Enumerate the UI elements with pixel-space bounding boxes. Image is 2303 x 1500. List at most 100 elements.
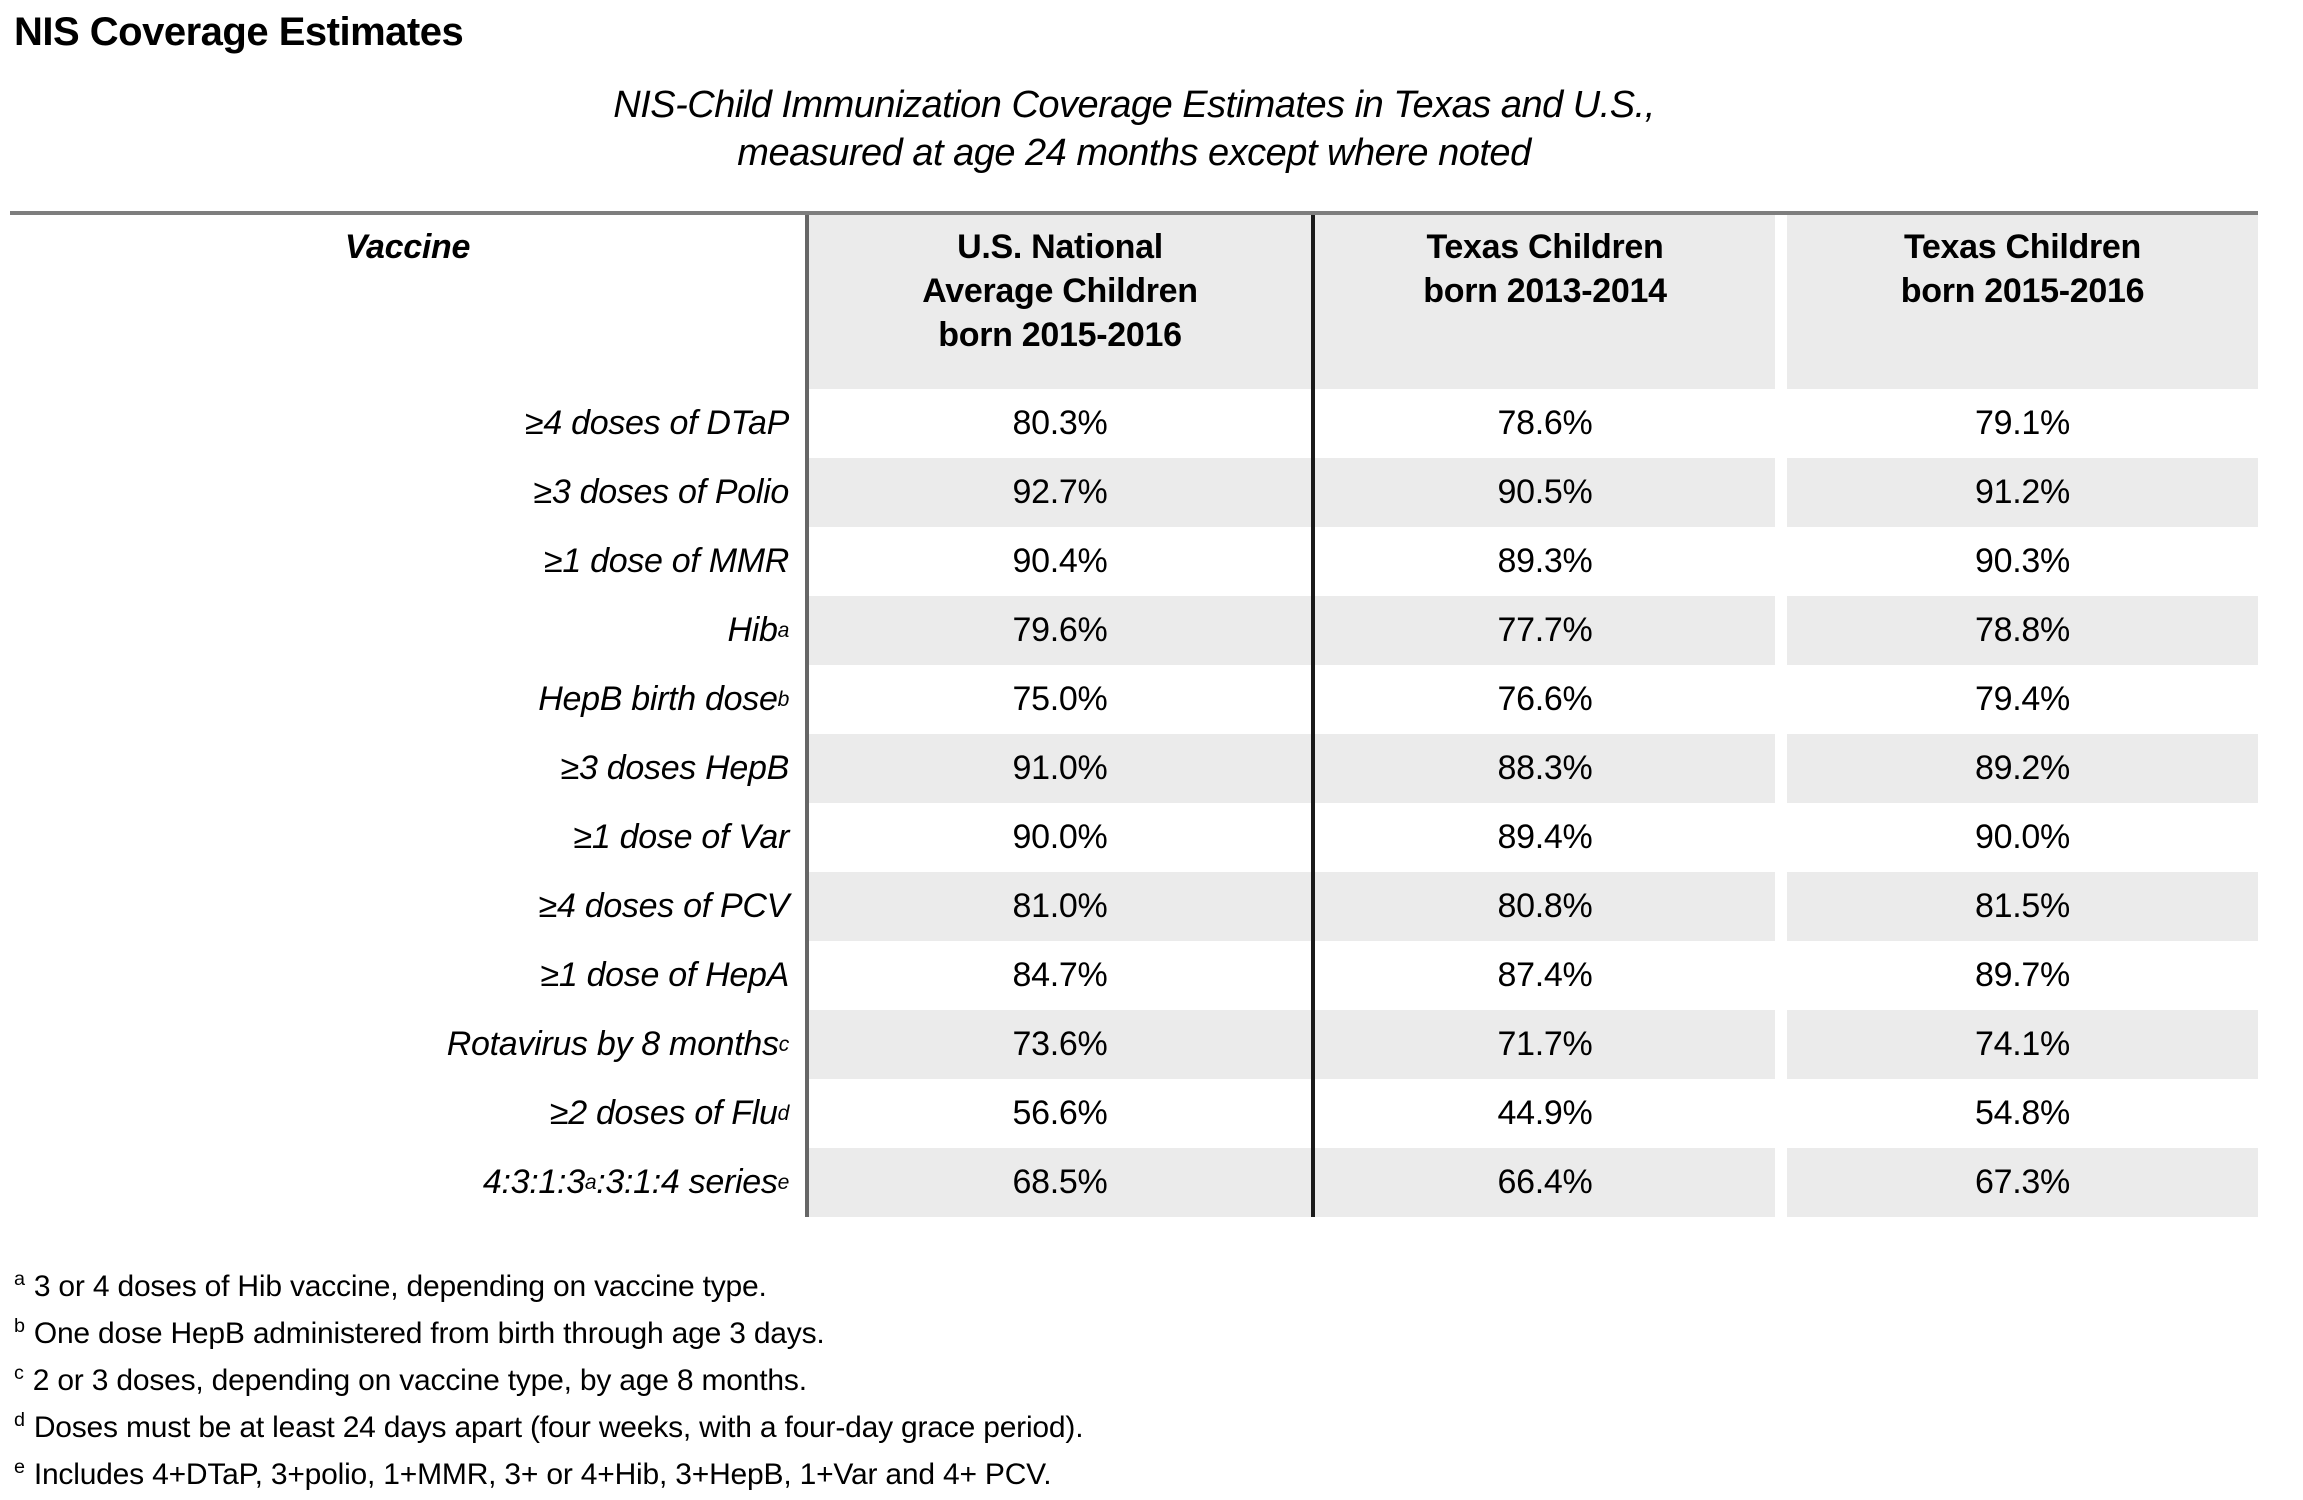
footnote-b: b One dose HepB administered from birth t…	[14, 1310, 2303, 1357]
value-cell-us-national: 73.6%	[805, 1010, 1311, 1079]
value-cell-us-national: 92.7%	[805, 458, 1311, 527]
vaccine-label-cell: Hib a	[10, 596, 805, 665]
column-header-line: U.S. National	[957, 228, 1163, 266]
vaccine-label-cell: ≥1 dose of HepA	[10, 941, 805, 1010]
value-cell-us-national: 68.5%	[805, 1148, 1311, 1217]
column-header-line: Vaccine	[344, 228, 471, 266]
column-gap	[1775, 803, 1787, 872]
footnote-text: Doses must be at least 24 days apart (fo…	[33, 1411, 1084, 1444]
value-cell-texas-2015-2016: 79.1%	[1975, 404, 2070, 442]
table-caption-line-2: measured at age 24 months except where n…	[737, 132, 1531, 174]
column-header-us-national-2015-2016: U.S. National Average Children born 2015-2…	[805, 215, 1311, 389]
column-gap	[1775, 1010, 1787, 1079]
column-gap	[1775, 1079, 1787, 1148]
footnote-text: 2 or 3 doses, depending on vaccine type,…	[32, 1364, 807, 1397]
vaccine-label-text: ≥2 doses of Flu	[549, 1094, 778, 1132]
vaccine-label-text: Rotavirus by 8 months	[446, 1025, 779, 1063]
footnote-text: One dose HepB administered from birth th…	[33, 1317, 825, 1350]
value-cell-texas-2015-2016: 67.3%	[1787, 1148, 2258, 1217]
value-cell-us-national: 90.0%	[805, 803, 1311, 872]
value-cell-texas-2013-2014: 44.9%	[1311, 1079, 1775, 1148]
vaccine-label-text: Hib	[727, 611, 778, 649]
column-gap	[1775, 1148, 1787, 1217]
vaccine-label-text: ≥1 dose of HepA	[540, 956, 789, 994]
value-cell-texas-2013-2014: 88.3%	[1311, 734, 1775, 803]
value-cell-texas-2015-2016: 79.4%	[1975, 680, 2070, 718]
value-cell-us-national: 91.0%	[805, 734, 1311, 803]
value-cell-texas-2015-2016: 89.2%	[1787, 734, 2258, 803]
value-cell-texas-2015-2016: 89.7%	[1975, 956, 2070, 994]
value-cell-texas-2013-2014: 71.7%	[1311, 1010, 1775, 1079]
column-header-vaccine: Vaccine	[10, 215, 805, 389]
footnote-marker: a	[14, 1268, 25, 1290]
value-cell-us-national: 80.3%	[805, 389, 1311, 458]
value-cell-texas-2013-2014: 66.4%	[1311, 1148, 1775, 1217]
footnotes: a 3 or 4 doses of Hib vaccine, depending …	[14, 1263, 2303, 1498]
value-cell-texas-2013-2014: 89.4%	[1311, 803, 1775, 872]
vaccine-label-cell: ≥1 dose of Var	[10, 803, 805, 872]
column-gap	[1775, 665, 1787, 734]
vaccine-label-text: ≥3 doses HepB	[560, 749, 790, 787]
vaccine-label-text: ≥4 doses of PCV	[538, 887, 790, 925]
value-cell-us-national: 79.6%	[805, 596, 1311, 665]
vaccine-label-cell: ≥3 doses of Polio	[10, 458, 805, 527]
value-cell-us-national: 81.0%	[805, 872, 1311, 941]
vaccine-label-text: ≥3 doses of Polio	[533, 473, 790, 511]
value-cell-texas-2013-2014: 78.6%	[1311, 389, 1775, 458]
footnote-marker: b	[14, 1315, 25, 1337]
value-cell-texas-2015-2016: 74.1%	[1787, 1010, 2258, 1079]
footnote-text: 3 or 4 doses of Hib vaccine, depending o…	[33, 1270, 767, 1303]
column-header-line: Average Children	[922, 272, 1198, 310]
vaccine-label-cell: ≥4 doses of DTaP	[10, 389, 805, 458]
vaccine-label-cell: 4:3:1:3 a:3:1:4 series e	[10, 1148, 805, 1217]
column-gap	[1775, 389, 1787, 458]
value-cell-texas-2013-2014: 87.4%	[1311, 941, 1775, 1010]
footnote-d: d Doses must be at least 24 days apart (f…	[14, 1404, 2303, 1451]
footnote-e: e Includes 4+DTaP, 3+polio, 1+MMR, 3+ or …	[14, 1451, 2303, 1498]
column-gap	[1775, 941, 1787, 1010]
column-header-line: born 2015-2016	[1900, 272, 2145, 310]
column-gap	[1775, 734, 1787, 803]
column-gap	[1775, 596, 1787, 665]
value-cell-texas-2015-2016: 54.8%	[1975, 1094, 2070, 1132]
value-cell-texas-2013-2014: 89.3%	[1311, 527, 1775, 596]
footnote-a: a 3 or 4 doses of Hib vaccine, depending …	[14, 1263, 2303, 1310]
column-header-texas-2015-2016: Texas Children born 2015-2016	[1787, 215, 2258, 389]
column-header-line: born 2015-2016	[938, 316, 1182, 354]
table-caption-line-1: NIS-Child Immunization Coverage Estimate…	[613, 84, 1655, 126]
vaccine-label-text: ≥1 dose of Var	[573, 818, 790, 856]
header-column-gap	[1775, 215, 1787, 389]
footnote-c: c 2 or 3 doses, depending on vaccine type…	[14, 1357, 2303, 1404]
value-cell-texas-2013-2014: 77.7%	[1311, 596, 1775, 665]
vaccine-label-text: 4:3:1:3	[482, 1163, 585, 1201]
footnote-marker: d	[14, 1409, 25, 1431]
value-cell-texas-2015-2016: 91.2%	[1787, 458, 2258, 527]
value-cell-texas-2015-2016: 78.8%	[1787, 596, 2258, 665]
vaccine-label-cell: ≥4 doses of PCV	[10, 872, 805, 941]
vaccine-label-text: ≥4 doses of DTaP	[525, 404, 789, 442]
coverage-estimates-table: Vaccine U.S. National Average Children born…	[10, 211, 2258, 1217]
vaccine-label-cell: HepB birth dose b	[10, 665, 805, 734]
column-gap	[1775, 458, 1787, 527]
vaccine-label-cell: ≥2 doses of Flu d	[10, 1079, 805, 1148]
value-cell-us-national: 56.6%	[805, 1079, 1311, 1148]
vaccine-label-text: HepB birth dose	[538, 680, 778, 718]
column-gap	[1775, 872, 1787, 941]
column-header-line: Texas Children	[1426, 228, 1664, 266]
column-header-texas-2013-2014: Texas Children born 2013-2014	[1311, 215, 1775, 389]
value-cell-us-national: 75.0%	[805, 665, 1311, 734]
footnote-text: Includes 4+DTaP, 3+polio, 1+MMR, 3+ or 4…	[33, 1458, 1052, 1491]
value-cell-us-national: 90.4%	[805, 527, 1311, 596]
value-cell-texas-2013-2014: 90.5%	[1311, 458, 1775, 527]
vaccine-label-text: ≥1 dose of MMR	[544, 542, 789, 580]
footnote-marker: e	[14, 1456, 25, 1478]
value-cell-texas-2013-2014: 76.6%	[1311, 665, 1775, 734]
column-header-line: born 2013-2014	[1423, 272, 1667, 310]
vaccine-label-cell: Rotavirus by 8 months c	[10, 1010, 805, 1079]
page-title: NIS Coverage Estimates	[14, 10, 464, 54]
vaccine-label-cell: ≥3 doses HepB	[10, 734, 805, 803]
vaccine-label-cell: ≥1 dose of MMR	[10, 527, 805, 596]
footnote-marker: c	[14, 1362, 24, 1384]
value-cell-texas-2015-2016: 81.5%	[1787, 872, 2258, 941]
column-header-line: Texas Children	[1903, 228, 2142, 266]
